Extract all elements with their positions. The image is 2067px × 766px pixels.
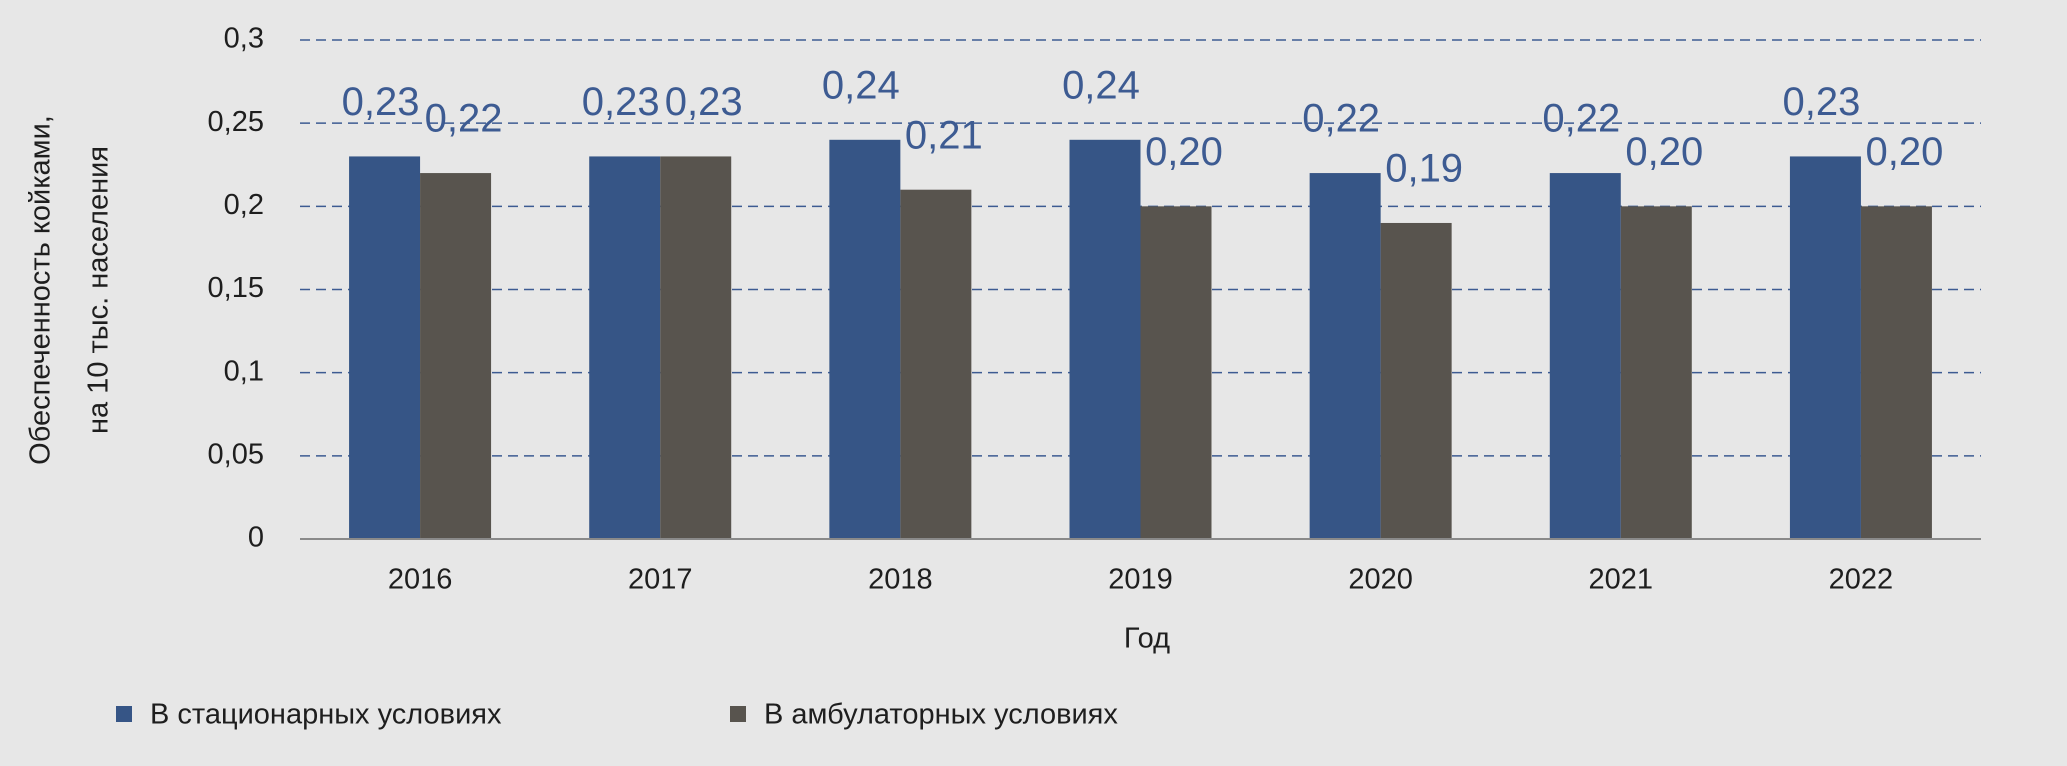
- data-label: 0,23: [342, 80, 420, 124]
- data-label: 0,20: [1145, 130, 1223, 174]
- data-label: 0,23: [1782, 80, 1860, 124]
- bar: [1140, 206, 1212, 540]
- bar: [1069, 139, 1141, 540]
- y-tick-label: 0,1: [224, 355, 264, 387]
- bar: [1380, 222, 1452, 539]
- bar: [1789, 156, 1861, 539]
- x-axis-title: Год: [1124, 623, 1170, 655]
- data-label: 0,22: [1302, 97, 1380, 141]
- data-label: 0,19: [1385, 147, 1463, 191]
- y-tick-label: 0,2: [224, 189, 264, 221]
- legend-label: В стационарных условиях: [150, 699, 502, 731]
- data-label: 0,20: [1625, 130, 1703, 174]
- y-tick-label: 0,3: [224, 23, 264, 55]
- x-tick-label: 2021: [1589, 564, 1654, 596]
- bar: [1620, 206, 1692, 540]
- data-label: 0,23: [582, 80, 660, 124]
- data-label: 0,22: [1542, 97, 1620, 141]
- bar: [349, 156, 421, 539]
- bar: [1309, 173, 1381, 540]
- data-label: 0,23: [665, 80, 743, 124]
- data-label: 0,21: [905, 113, 983, 157]
- data-label: 0,20: [1865, 130, 1943, 174]
- legend-swatch: [116, 706, 132, 722]
- y-tick-label: 0,15: [208, 272, 264, 304]
- bar: [900, 189, 972, 539]
- y-tick-label: 0,05: [208, 438, 264, 470]
- legend-swatch: [730, 706, 746, 722]
- x-tick-label: 2016: [388, 564, 453, 596]
- bar: [660, 156, 732, 539]
- bar: [1549, 173, 1621, 540]
- data-label: 0,24: [822, 63, 900, 107]
- legend-label: В амбулаторных условиях: [764, 699, 1118, 731]
- x-tick-label: 2019: [1108, 564, 1173, 596]
- x-tick-label: 2020: [1348, 564, 1413, 596]
- bar: [589, 156, 661, 539]
- y-tick-label: 0: [248, 522, 264, 554]
- bar: [1860, 206, 1932, 540]
- bar: [420, 173, 492, 540]
- data-label: 0,22: [425, 97, 503, 141]
- y-tick-label: 0,25: [208, 106, 264, 138]
- x-tick-label: 2017: [628, 564, 693, 596]
- data-label: 0,24: [1062, 63, 1140, 107]
- x-tick-label: 2022: [1829, 564, 1894, 596]
- x-tick-label: 2018: [868, 564, 933, 596]
- y-axis-title: Обеспеченность койками,: [25, 115, 57, 465]
- bar: [829, 139, 901, 540]
- y-axis-title: на 10 тыс. населения: [83, 146, 115, 434]
